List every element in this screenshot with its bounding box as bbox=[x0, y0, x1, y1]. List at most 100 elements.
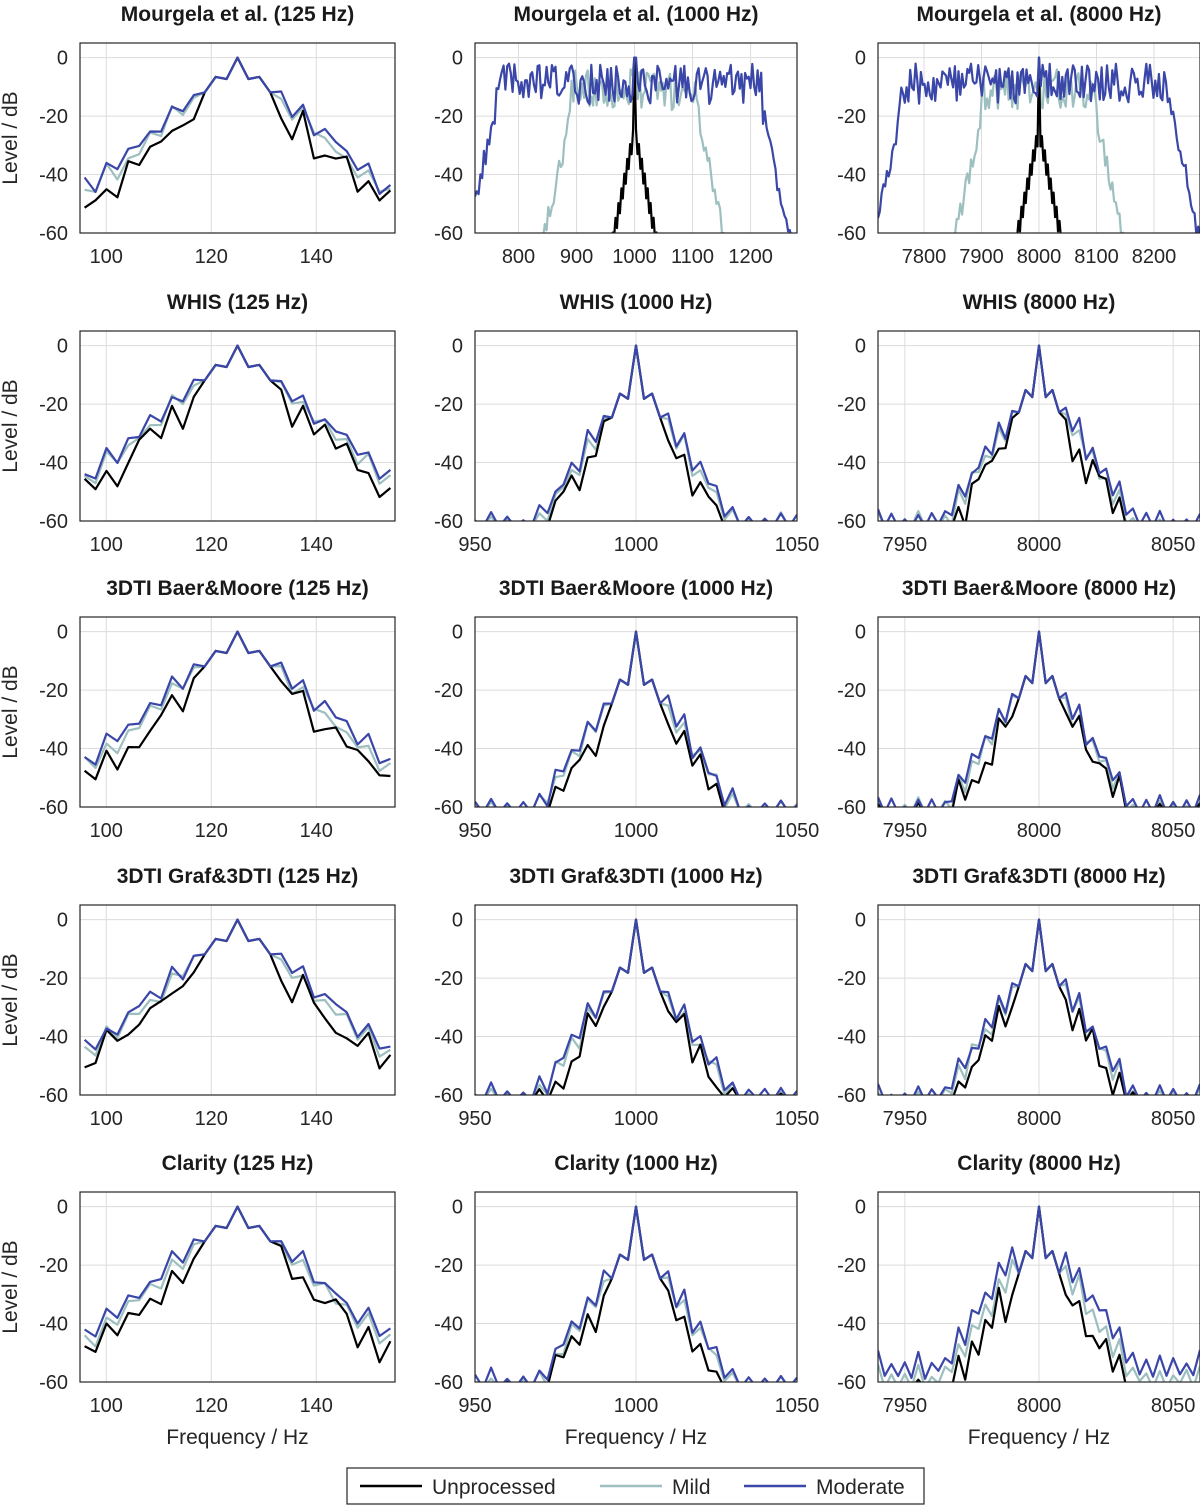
x-tick-label: 950 bbox=[458, 1108, 491, 1130]
y-tick-label: 0 bbox=[855, 910, 866, 932]
x-tick-label: 8050 bbox=[1151, 1395, 1196, 1417]
y-tick-label: -40 bbox=[837, 1314, 866, 1336]
y-tick-label: -40 bbox=[434, 453, 463, 475]
y-tick-label: 0 bbox=[452, 1197, 463, 1219]
y-tick-label: -40 bbox=[39, 453, 68, 475]
y-tick-label: 0 bbox=[855, 48, 866, 70]
subplot-r1-c3: 0 -20 -40 -60 7800 7900 8000 8100 8200 Mourgela e… bbox=[837, 3, 1200, 268]
series-line-moderate bbox=[878, 918, 1200, 1095]
y-tick-label: 0 bbox=[452, 622, 463, 644]
y-axis-label: Level / dB bbox=[0, 91, 22, 184]
subplot-title: 3DTI Graf&3DTI (8000 Hz) bbox=[912, 865, 1165, 888]
axes-box bbox=[877, 42, 1200, 234]
y-tick-label: -20 bbox=[39, 394, 68, 416]
series-line-moderate bbox=[83, 918, 391, 1051]
y-tick-label: -60 bbox=[39, 797, 68, 819]
y-tick-label: 0 bbox=[57, 910, 68, 932]
y-tick-label: 0 bbox=[57, 1197, 68, 1219]
subplot-r2-c1: 0 -20 -40 -60 100 120 140 WHIS (125 Hz) Level / … bbox=[0, 291, 396, 556]
x-tick-label: 950 bbox=[458, 1395, 491, 1417]
series-line-moderate bbox=[878, 630, 1200, 807]
y-axis-label: Level / dB bbox=[0, 1240, 22, 1333]
series-line-moderate bbox=[83, 56, 392, 195]
y-tick-label: 0 bbox=[855, 622, 866, 644]
legend: Unprocessed Mild Moderate bbox=[346, 1467, 925, 1505]
x-tick-label: 100 bbox=[90, 1108, 123, 1130]
axes-box bbox=[79, 330, 396, 522]
x-tick-label: 1050 bbox=[775, 1395, 820, 1417]
x-tick-label: 1000 bbox=[614, 534, 659, 556]
x-tick-label: 120 bbox=[195, 534, 228, 556]
subplot-title: WHIS (8000 Hz) bbox=[963, 291, 1116, 314]
series-line-moderate bbox=[475, 630, 797, 807]
x-tick-label: 8100 bbox=[1074, 246, 1119, 268]
y-tick-label: -40 bbox=[837, 739, 866, 761]
x-tick-label: 100 bbox=[90, 246, 123, 268]
x-tick-label: 120 bbox=[195, 246, 228, 268]
x-tick-label: 140 bbox=[300, 534, 333, 556]
axes-box bbox=[877, 904, 1200, 1096]
axes-box bbox=[474, 1191, 798, 1383]
subplot-title: Clarity (1000 Hz) bbox=[554, 1152, 717, 1175]
y-tick-label: -20 bbox=[434, 680, 463, 702]
x-tick-label: 8000 bbox=[1017, 820, 1062, 842]
x-tick-label: 7950 bbox=[883, 1395, 928, 1417]
x-tick-label: 120 bbox=[195, 1108, 228, 1130]
y-tick-label: -20 bbox=[434, 106, 463, 128]
axes-box bbox=[877, 1191, 1200, 1383]
y-tick-label: -40 bbox=[39, 1314, 68, 1336]
x-tick-label: 800 bbox=[502, 246, 535, 268]
x-tick-label: 120 bbox=[195, 820, 228, 842]
y-tick-label: -60 bbox=[837, 797, 866, 819]
y-tick-label: -60 bbox=[434, 511, 463, 533]
legend-label-mild: Mild bbox=[672, 1476, 711, 1499]
y-tick-label: -20 bbox=[837, 394, 866, 416]
series-line-moderate bbox=[84, 344, 392, 480]
x-tick-label: 1050 bbox=[775, 1108, 820, 1130]
subplot-r4-c3: 0 -20 -40 -60 7950 8000 8050 3DTI Graf&3DTI (80… bbox=[837, 865, 1200, 1130]
subplot-r5-c1: 0 -20 -40 -60 100 120 140 Clarity (125 Hz) Level… bbox=[0, 1152, 396, 1449]
y-tick-label: 0 bbox=[452, 48, 463, 70]
y-tick-label: -60 bbox=[434, 223, 463, 245]
y-tick-label: -40 bbox=[434, 1027, 463, 1049]
x-tick-label: 1000 bbox=[612, 246, 657, 268]
subplot-title: 3DTI Graf&3DTI (1000 Hz) bbox=[509, 865, 762, 888]
subplot-r4-c1: 0 -20 -40 -60 100 120 140 3DTI Graf&3DTI (125 H… bbox=[0, 865, 396, 1130]
y-tick-label: -40 bbox=[434, 1314, 463, 1336]
subplot-title: 3DTI Baer&Moore (1000 Hz) bbox=[499, 577, 773, 600]
axes-box bbox=[79, 616, 396, 808]
y-tick-label: -40 bbox=[837, 165, 866, 187]
series-line-moderate bbox=[83, 630, 391, 766]
x-tick-label: 950 bbox=[458, 534, 491, 556]
subplot-title: Clarity (125 Hz) bbox=[162, 1152, 314, 1175]
axes-box bbox=[79, 42, 396, 234]
x-tick-label: 140 bbox=[300, 1395, 333, 1417]
series-line-moderate bbox=[878, 1205, 1200, 1380]
y-tick-label: -40 bbox=[434, 165, 463, 187]
axes-box bbox=[474, 904, 798, 1096]
subplot-title: 3DTI Baer&Moore (125 Hz) bbox=[106, 577, 369, 600]
series-line-unprocessed bbox=[84, 1205, 392, 1364]
x-tick-label: 8050 bbox=[1151, 534, 1196, 556]
x-tick-label: 7900 bbox=[959, 246, 1004, 268]
y-tick-label: -40 bbox=[39, 165, 68, 187]
subplot-title: Mourgela et al. (8000 Hz) bbox=[916, 3, 1161, 26]
subplot-r3-c1: 0 -20 -40 -60 100 120 140 3DTI Baer&Moore (125 … bbox=[0, 577, 396, 842]
y-tick-label: 0 bbox=[452, 336, 463, 358]
y-tick-label: 0 bbox=[57, 48, 68, 70]
y-tick-label: -20 bbox=[39, 106, 68, 128]
y-tick-label: -60 bbox=[837, 1085, 866, 1107]
x-tick-label: 8000 bbox=[1017, 246, 1062, 268]
x-tick-label: 100 bbox=[90, 1395, 123, 1417]
y-axis-label: Level / dB bbox=[0, 953, 22, 1046]
y-tick-label: 0 bbox=[855, 1197, 866, 1219]
series-line-moderate bbox=[475, 344, 797, 521]
y-tick-label: 0 bbox=[452, 910, 463, 932]
y-axis-label: Level / dB bbox=[0, 379, 22, 472]
axes-box bbox=[474, 616, 798, 808]
axes-box bbox=[474, 330, 798, 522]
